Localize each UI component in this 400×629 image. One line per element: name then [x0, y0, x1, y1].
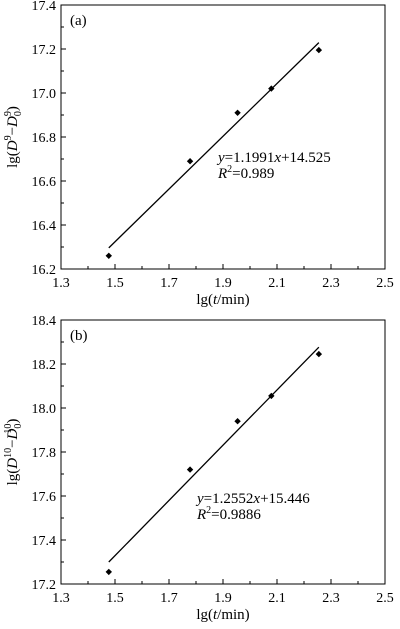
panel-a-x-tick-label-0: 1.3 — [52, 276, 70, 291]
panel-b-y-tick-label-3: 17.8 — [32, 446, 57, 461]
panel-a-x-tick-label-1: 1.5 — [106, 276, 124, 291]
panel-b-y-axis-title: lg(D10−D010) — [3, 419, 24, 486]
panel-b-x-tick-label-5: 2.3 — [322, 591, 340, 606]
panel-a-y-tick-label-2: 16.6 — [32, 175, 57, 190]
panel-a-x-tick-label-6: 2.5 — [376, 276, 394, 291]
panel-b-r2: R2=0.9886 — [196, 505, 261, 523]
panel-a-data-point-2 — [234, 109, 241, 116]
panel-a-x-tick-label-5: 2.3 — [322, 276, 340, 291]
panel-b-y-tick-label-1: 17.4 — [32, 534, 57, 549]
panel-a-ticks: 1.3 1.5 1.7 1.9 2.1 2.3 2.5 16.2 16.4 16.6 16.8 17.… — [32, 0, 394, 291]
panel-a-y-tick-label-0: 16.2 — [32, 263, 57, 278]
panel-b-data-point-0 — [105, 568, 112, 576]
panel-b-fit-line — [108, 346, 320, 563]
panel-a-data-point-3 — [268, 85, 275, 92]
panel-a-equation: y=1.1991x+14.525 — [216, 150, 331, 166]
panel-a-y-tick-label-6: 17.4 — [32, 0, 57, 14]
panel-a-x-tick-label-3: 1.9 — [214, 276, 232, 291]
panel-a-x-tick-label-4: 2.1 — [268, 276, 286, 291]
panel-a-x-tick-label-2: 1.7 — [160, 276, 178, 291]
panel-b-y-tick-label-2: 17.6 — [32, 490, 57, 505]
panel-b-y-tick-label-5: 18.2 — [32, 358, 57, 373]
panel-a-y-tick-label-3: 16.8 — [32, 131, 57, 146]
panel-b-y-tick-label-6: 18.4 — [32, 314, 57, 329]
panel-b-ticks: 1.3 1.5 1.7 1.9 2.1 2.3 2.5 17.2 17.4 17.6 17.8 18.… — [32, 314, 394, 606]
panel-a-y-tick-label-4: 17.0 — [32, 87, 57, 102]
panel-a-x-axis-title: lg(t/min) — [196, 292, 249, 308]
panel-b-x-tick-label-2: 1.7 — [160, 591, 178, 606]
panel-b-y-tick-label-0: 17.2 — [32, 578, 57, 593]
panel-b-x-tick-label-6: 2.5 — [376, 591, 394, 606]
panel-a-label: (a) — [70, 13, 87, 29]
panel-b-x-tick-label-4: 2.1 — [268, 591, 286, 606]
panel-b-y-tick-label-4: 18.0 — [32, 402, 57, 417]
panel-b-data-point-2 — [234, 418, 241, 425]
panel-b-chart: 1.3 1.5 1.7 1.9 2.1 2.3 2.5 17.2 17.4 17.6 17.8 18.… — [3, 314, 394, 623]
panel-b-data-point-1 — [186, 466, 194, 473]
panel-a-y-axis-title: lg(D9−D09) — [3, 106, 24, 168]
panel-a-data-point-1 — [186, 158, 194, 165]
panel-a-chart: 1.3 1.5 1.7 1.9 2.1 2.3 2.5 16.2 16.4 16.6 16.8 17.… — [3, 0, 394, 308]
panel-a-marks — [105, 42, 323, 259]
panel-b-label: (b) — [70, 328, 88, 344]
panel-a-y-tick-label-1: 16.4 — [32, 219, 57, 234]
panel-b-x-axis-title: lg(t/min) — [196, 607, 249, 623]
panel-b-equation: y=1.2552x+15.446 — [195, 491, 310, 507]
panel-b-data-point-4 — [315, 350, 323, 358]
panel-a-fit-line — [108, 42, 320, 249]
panel-b-marks — [105, 346, 323, 576]
panel-a-data-point-0 — [105, 252, 112, 259]
panel-b-x-tick-label-1: 1.5 — [106, 591, 124, 606]
panel-a-y-tick-label-5: 17.2 — [32, 43, 57, 58]
panel-b-x-tick-label-3: 1.9 — [214, 591, 232, 606]
panel-b-data-point-3 — [268, 392, 275, 400]
panel-b-x-tick-label-0: 1.3 — [52, 591, 70, 606]
panel-a-r2: R2=0.989 — [217, 164, 274, 182]
panel-a-data-point-4 — [315, 46, 323, 54]
panel-b-plot-frame — [60, 319, 386, 585]
